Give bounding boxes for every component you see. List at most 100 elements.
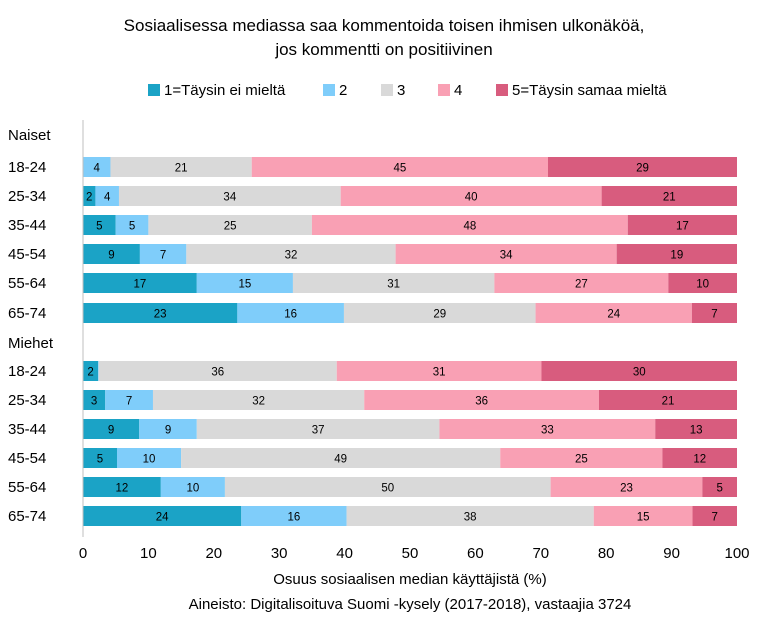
legend-item-4: 4	[438, 82, 462, 99]
category-label: 35-44	[8, 217, 46, 234]
bar-row: 45-54 5 10 49 25 12	[8, 448, 737, 468]
bar-segment	[343, 303, 536, 323]
category-label: 65-74	[8, 508, 46, 525]
bar-segment	[692, 506, 737, 526]
bar-row: 65-74 24 16 38 15 7	[8, 506, 737, 526]
data-label: 34	[223, 192, 236, 204]
data-label: 15	[238, 279, 251, 291]
data-label: 50	[381, 483, 394, 495]
group-label: Miehet	[8, 335, 54, 352]
data-label: 23	[620, 483, 633, 495]
chart-title-line-1: Sosiaalisessa mediassa saa kommentoida t…	[124, 16, 645, 35]
category-label: 55-64	[8, 479, 46, 496]
data-label: 3	[91, 396, 97, 408]
chart-title-line-2: jos kommentti on positiivinen	[274, 40, 492, 59]
legend-swatch	[148, 84, 160, 96]
bar-segment	[105, 390, 153, 410]
x-tick-label: 50	[402, 545, 419, 562]
bar-row: 55-64 12 10 50 23 5	[8, 477, 737, 497]
bar-segment	[196, 273, 293, 293]
data-label: 10	[186, 483, 199, 495]
bar-segment	[196, 419, 440, 439]
bar-segment	[83, 273, 197, 293]
data-label: 29	[433, 309, 446, 321]
data-label: 16	[284, 309, 297, 321]
data-label: 45	[393, 163, 406, 175]
plot-area: Naiset18-240421452925-342434402135-44552…	[8, 127, 737, 526]
bar-segment	[593, 506, 693, 526]
legend-label: 4	[454, 82, 462, 99]
bar-segment	[83, 186, 96, 206]
category-label: 18-24	[8, 363, 46, 380]
bar-segment	[118, 186, 341, 206]
data-label: 2	[87, 367, 93, 379]
legend-label: 2	[339, 82, 347, 99]
x-tick-label: 40	[336, 545, 353, 562]
data-label: 12	[116, 483, 129, 495]
category-label: 25-34	[8, 392, 46, 409]
data-label: 36	[211, 367, 224, 379]
category-label: 55-64	[8, 275, 46, 292]
data-label: 5	[129, 221, 135, 233]
category-label: 35-44	[8, 421, 46, 438]
data-label: 32	[252, 396, 265, 408]
x-tick-label: 80	[598, 545, 615, 562]
bar-segment	[535, 303, 692, 323]
x-tick-label: 100	[724, 545, 749, 562]
legend-swatch	[438, 84, 450, 96]
legend-swatch	[381, 84, 393, 96]
bar-segment	[311, 215, 628, 235]
bar-segment	[616, 244, 737, 264]
category-label: 45-54	[8, 450, 46, 467]
data-label: 29	[636, 163, 649, 175]
bar-segment	[662, 448, 737, 468]
data-label: 10	[696, 279, 709, 291]
data-label: 9	[108, 425, 114, 437]
bar-segment	[83, 361, 99, 381]
bar-segment	[152, 390, 365, 410]
bar-segment	[83, 506, 242, 526]
data-label: 5	[96, 221, 102, 233]
bar-segment	[241, 506, 347, 526]
data-label: 9	[108, 250, 114, 262]
bar-segment	[346, 506, 594, 526]
data-label: 48	[463, 221, 476, 233]
bar-segment	[547, 157, 737, 177]
data-label: 33	[541, 425, 554, 437]
x-tick-label: 0	[79, 545, 87, 562]
legend-label: 5=Täysin samaa mieltä	[512, 82, 667, 99]
bar-segment	[139, 244, 187, 264]
bar-segment	[186, 244, 396, 264]
bar-segment	[98, 361, 99, 381]
bar-segment	[224, 477, 551, 497]
bar-segment	[494, 273, 669, 293]
bar-segment	[83, 419, 140, 439]
x-tick-label: 20	[205, 545, 222, 562]
data-label: 32	[285, 250, 298, 262]
data-label: 13	[690, 425, 703, 437]
data-label: 4	[94, 163, 101, 175]
data-label: 37	[312, 425, 325, 437]
category-label: 45-54	[8, 246, 46, 263]
bar-segment	[364, 390, 600, 410]
data-label: 7	[126, 396, 132, 408]
data-label: 19	[670, 250, 683, 262]
data-label: 21	[663, 192, 676, 204]
data-label: 38	[464, 512, 477, 524]
bar-segment	[601, 186, 737, 206]
data-label: 25	[224, 221, 237, 233]
bar-segment	[340, 186, 602, 206]
x-tick-label: 90	[663, 545, 680, 562]
data-label: 24	[156, 512, 169, 524]
legend-item-2: 2	[323, 82, 347, 99]
bar-segment	[95, 186, 119, 206]
data-label: 7	[160, 250, 166, 262]
data-label: 34	[500, 250, 513, 262]
data-label: 49	[334, 454, 347, 466]
data-label: 5	[97, 454, 103, 466]
bar-row: 25-34 2 4 34 40 21	[8, 186, 737, 206]
x-axis-label: Osuus sosiaalisen median käyttäjistä (%)	[273, 571, 546, 588]
legend: 1=Täysin ei mieltä 2 3 4 5=Täysin samaa miel…	[148, 82, 667, 99]
bar-segment	[702, 477, 737, 497]
